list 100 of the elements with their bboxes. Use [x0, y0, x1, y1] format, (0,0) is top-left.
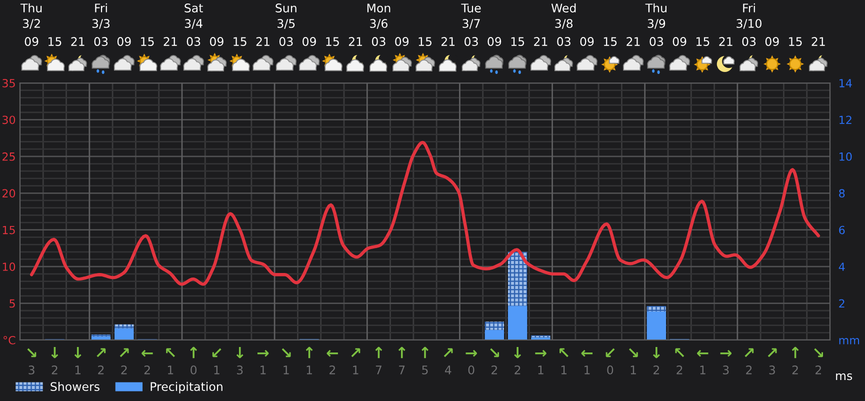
data-label: 1 — [353, 366, 358, 374]
category-label: ↘ — [628, 348, 638, 358]
category-label: ↘ — [814, 348, 824, 358]
x-tick-label: 09 — [765, 37, 779, 46]
y-tick-label: °C — [4, 336, 16, 344]
category-label: ← — [142, 350, 153, 357]
x-tick-label: 21 — [348, 37, 362, 46]
data-label: 2 — [98, 365, 104, 374]
x2-tick-label: Thu 3/9 — [645, 3, 666, 29]
y-tick-label: 20 — [2, 189, 16, 198]
legend-label: Precipitation — [150, 382, 222, 394]
y2-tick-label: 12 — [840, 116, 852, 124]
x-tick-label: 21 — [256, 37, 270, 46]
x2-tick-label: Fri 3/3 — [92, 3, 110, 29]
x-tick-label: 15 — [326, 37, 339, 46]
text: ms — [836, 373, 852, 380]
x-tick-label: 21 — [164, 37, 177, 46]
y2-tick-label: mm — [839, 338, 860, 344]
y-tick-label: 10 — [2, 262, 16, 271]
y-tick-label: 35 — [2, 78, 15, 88]
x-tick-label: 09 — [24, 37, 38, 46]
y2-tick-label: 4 — [838, 262, 845, 271]
data-label: 7 — [376, 366, 382, 374]
x-tick-label: 09 — [117, 37, 131, 46]
y-tick-label: 15 — [2, 226, 15, 234]
category-label: ↓ — [514, 346, 522, 358]
category-label: ↙ — [212, 348, 222, 358]
legend-label: Showers — [50, 382, 100, 392]
x-tick-label: 03 — [557, 37, 570, 46]
data-label: 2 — [676, 365, 682, 374]
category-label: ↙ — [606, 348, 615, 358]
category-label: ↖ — [560, 348, 568, 358]
data-label: 1 — [538, 366, 544, 374]
data-label: 2 — [121, 365, 127, 374]
y-tick-label: 30 — [2, 116, 16, 124]
category-label: → — [720, 350, 732, 357]
data-label: 2 — [654, 365, 659, 374]
category-label: ↘ — [490, 348, 500, 358]
category-label: ↗ — [351, 348, 360, 358]
x-tick-label: 03 — [372, 37, 386, 46]
x-tick-label: 21 — [719, 37, 732, 46]
category-label: → — [535, 350, 546, 357]
x-tick-label: 15 — [48, 37, 62, 46]
data-label: 3 — [723, 365, 729, 374]
category-label: ↗ — [768, 348, 777, 358]
y2-tick-label: 6 — [839, 226, 845, 234]
data-label: 2 — [746, 365, 752, 374]
category-label: → — [257, 350, 269, 357]
y2-tick-label: 2 — [839, 299, 844, 308]
x-tick-label: 21 — [626, 37, 640, 46]
x-tick-label: 03 — [94, 37, 108, 46]
data-label: 1 — [75, 366, 81, 374]
y2-tick-label: 14 — [840, 79, 852, 88]
category-label: ↖ — [675, 348, 684, 358]
category-label: ↘ — [282, 348, 291, 358]
x-tick-label: 09 — [395, 37, 409, 46]
data-label: 1 — [306, 366, 312, 374]
category-label: ↑ — [306, 346, 313, 358]
category-label: ↘ — [27, 348, 36, 358]
x-tick-label: 15 — [789, 37, 802, 46]
data-label: 1 — [561, 366, 567, 374]
data-label: 1 — [584, 366, 590, 374]
x-tick-label: 15 — [418, 37, 432, 46]
x-tick-label: 21 — [441, 37, 455, 46]
x-tick-label: 21 — [812, 37, 825, 46]
x2-tick-label: Tue 3/7 — [461, 4, 481, 29]
data-label: 3 — [28, 365, 34, 374]
category-label: ↑ — [398, 346, 406, 358]
data-label: 5 — [422, 366, 428, 374]
x2-tick-label: Mon 3/6 — [367, 4, 390, 29]
category-label: ↗ — [744, 348, 754, 358]
x-tick-label: 09 — [210, 37, 224, 46]
x-tick-label: 03 — [650, 37, 663, 46]
category-label: ↑ — [375, 346, 382, 358]
data-label: 1 — [214, 366, 220, 374]
y2-tick-label: 10 — [840, 152, 852, 161]
x-tick-label: 03 — [186, 37, 200, 46]
category-label: ← — [326, 350, 338, 357]
x-tick-label: 09 — [302, 37, 316, 46]
x-tick-label: 15 — [511, 37, 524, 46]
data-label: 1 — [630, 366, 636, 374]
x-tick-label: 15 — [696, 37, 710, 46]
x-tick-label: 21 — [534, 37, 548, 46]
category-label: ↗ — [444, 348, 453, 358]
x-tick-label: 03 — [742, 37, 756, 46]
category-label: ← — [697, 350, 708, 357]
data-label: 3 — [769, 365, 775, 374]
category-label: ↓ — [51, 346, 58, 358]
data-label: 0 — [607, 365, 614, 374]
data-label: 1 — [260, 366, 266, 374]
x2-tick-label: Wed 3/8 — [551, 3, 576, 29]
data-label: 2 — [330, 365, 335, 374]
data-label: 2 — [514, 365, 520, 374]
x2-tick-label: Thu 3/2 — [20, 3, 42, 29]
category-label: ↑ — [190, 346, 198, 358]
x2-tick-label: Fri 3/10 — [736, 3, 762, 29]
x-tick-label: 09 — [488, 37, 502, 46]
category-label: ↗ — [120, 348, 129, 358]
data-label: 2 — [492, 365, 497, 374]
x2-tick-label: Sat 3/4 — [184, 4, 203, 29]
